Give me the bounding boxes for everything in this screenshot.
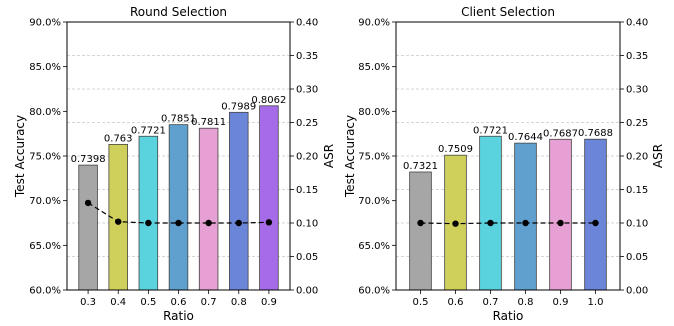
asr-line bbox=[420, 222, 596, 225]
asr-point bbox=[235, 219, 242, 227]
bar-value-label: 0.7989 bbox=[221, 101, 256, 112]
y2-tick-label: 0.20 bbox=[626, 152, 648, 163]
asr-point bbox=[145, 219, 152, 227]
y2-tick-label: 0.30 bbox=[296, 85, 318, 96]
x-tick-label: 0.5 bbox=[140, 297, 156, 308]
y-tick-label: 75.0% bbox=[29, 152, 61, 163]
bar-value-label: 0.7644 bbox=[508, 132, 543, 143]
panel-round-selection: Round Selection 0.73980.7630.77210.78510… bbox=[13, 5, 336, 323]
y-tick-label: 70.0% bbox=[358, 196, 390, 207]
bar-value-label: 0.7321 bbox=[403, 161, 438, 172]
x-tick-label: 0.8 bbox=[231, 297, 247, 308]
y2-tick-label: 0.30 bbox=[626, 85, 648, 96]
bar-value-label: 0.7811 bbox=[191, 117, 226, 128]
y-tick-label: 85.0% bbox=[29, 62, 61, 73]
plot-frame bbox=[66, 21, 291, 291]
y2-tick-label: 0.20 bbox=[296, 152, 318, 163]
x-tick-label: 1.0 bbox=[588, 297, 604, 308]
bar bbox=[409, 171, 432, 291]
y2-tick-label: 0.35 bbox=[296, 51, 318, 62]
y2-tick-label: 0.05 bbox=[626, 252, 648, 263]
bar-value-label: 0.7721 bbox=[131, 125, 166, 136]
asr-point bbox=[115, 218, 122, 225]
chart-title: Client Selection bbox=[461, 5, 555, 19]
y2-tick-label: 0.25 bbox=[296, 118, 318, 129]
bar-value-label: 0.7721 bbox=[473, 125, 508, 136]
x-tick-label: 0.9 bbox=[261, 297, 277, 308]
y-tick-label: 60.0% bbox=[29, 286, 61, 297]
asr-point bbox=[557, 219, 564, 227]
bar bbox=[168, 124, 189, 291]
bar bbox=[138, 135, 159, 291]
asr-point bbox=[175, 219, 182, 227]
x-tick-label: 0.9 bbox=[553, 297, 569, 308]
y-tick-label: 80.0% bbox=[358, 107, 390, 118]
y2-tick-label: 0.10 bbox=[626, 219, 648, 230]
y2-axis-label: ASR bbox=[651, 144, 665, 168]
bar bbox=[198, 127, 219, 291]
y-tick-label: 65.0% bbox=[358, 241, 390, 252]
bar-value-label: 0.7398 bbox=[71, 154, 106, 165]
y-tick-label: 90.0% bbox=[358, 18, 390, 29]
asr-point bbox=[205, 219, 212, 227]
bar bbox=[229, 111, 249, 291]
y2-tick-label: 0.00 bbox=[296, 286, 318, 297]
bar bbox=[584, 138, 607, 291]
y-axis-label: Test Accuracy bbox=[13, 115, 27, 198]
asr-point bbox=[265, 219, 273, 226]
asr-point bbox=[522, 219, 529, 227]
plot-frame bbox=[395, 21, 621, 291]
y-tick-label: 80.0% bbox=[29, 107, 61, 118]
bar-value-label: 0.8062 bbox=[251, 95, 286, 106]
y-tick-label: 60.0% bbox=[358, 286, 390, 297]
asr-point bbox=[487, 219, 494, 227]
y-tick-label: 65.0% bbox=[29, 241, 61, 252]
x-tick-label: 0.7 bbox=[483, 297, 499, 308]
bar bbox=[479, 135, 502, 291]
y2-tick-label: 0.05 bbox=[296, 252, 318, 263]
x-tick-label: 0.6 bbox=[171, 297, 187, 308]
y2-tick-label: 0.10 bbox=[296, 219, 318, 230]
y2-tick-label: 0.40 bbox=[296, 18, 318, 29]
y2-axis-label: ASR bbox=[322, 144, 336, 168]
x-tick-label: 0.3 bbox=[80, 297, 96, 308]
x-axis-label: Ratio bbox=[163, 309, 194, 323]
y-tick-label: 70.0% bbox=[29, 196, 61, 207]
bar bbox=[78, 164, 98, 291]
x-tick-label: 0.7 bbox=[201, 297, 217, 308]
x-tick-label: 0.8 bbox=[518, 297, 534, 308]
x-tick-label: 0.5 bbox=[413, 297, 429, 308]
y2-tick-label: 0.15 bbox=[296, 185, 318, 196]
x-axis-label: Ratio bbox=[493, 309, 524, 323]
asr-point bbox=[592, 219, 599, 227]
asr-point bbox=[417, 219, 424, 227]
bar bbox=[259, 105, 279, 291]
bar bbox=[549, 138, 572, 291]
y2-tick-label: 0.15 bbox=[626, 185, 648, 196]
bar-value-label: 0.7687 bbox=[543, 128, 578, 139]
chart-title: Round Selection bbox=[130, 5, 227, 19]
x-tick-label: 0.6 bbox=[448, 297, 464, 308]
panel-client-selection: Client Selection 0.73210.75090.77210.764… bbox=[343, 5, 665, 323]
y2-tick-label: 0.35 bbox=[626, 51, 648, 62]
bar-value-label: 0.7509 bbox=[438, 144, 473, 155]
bar bbox=[514, 142, 537, 291]
bar-value-label: 0.7851 bbox=[161, 114, 196, 125]
y2-tick-label: 0.40 bbox=[626, 18, 648, 29]
asr-point bbox=[84, 199, 92, 207]
x-tick-label: 0.4 bbox=[110, 297, 126, 308]
bar-value-label: 0.763 bbox=[104, 133, 133, 144]
y-tick-label: 90.0% bbox=[29, 18, 61, 29]
bar-value-label: 0.7688 bbox=[578, 128, 613, 139]
asr-point bbox=[452, 220, 459, 227]
y2-tick-label: 0.25 bbox=[626, 118, 648, 129]
y-axis-label: Test Accuracy bbox=[343, 115, 357, 198]
y2-tick-label: 0.00 bbox=[626, 286, 648, 297]
y-tick-label: 85.0% bbox=[358, 62, 390, 73]
y-tick-label: 75.0% bbox=[358, 152, 390, 163]
